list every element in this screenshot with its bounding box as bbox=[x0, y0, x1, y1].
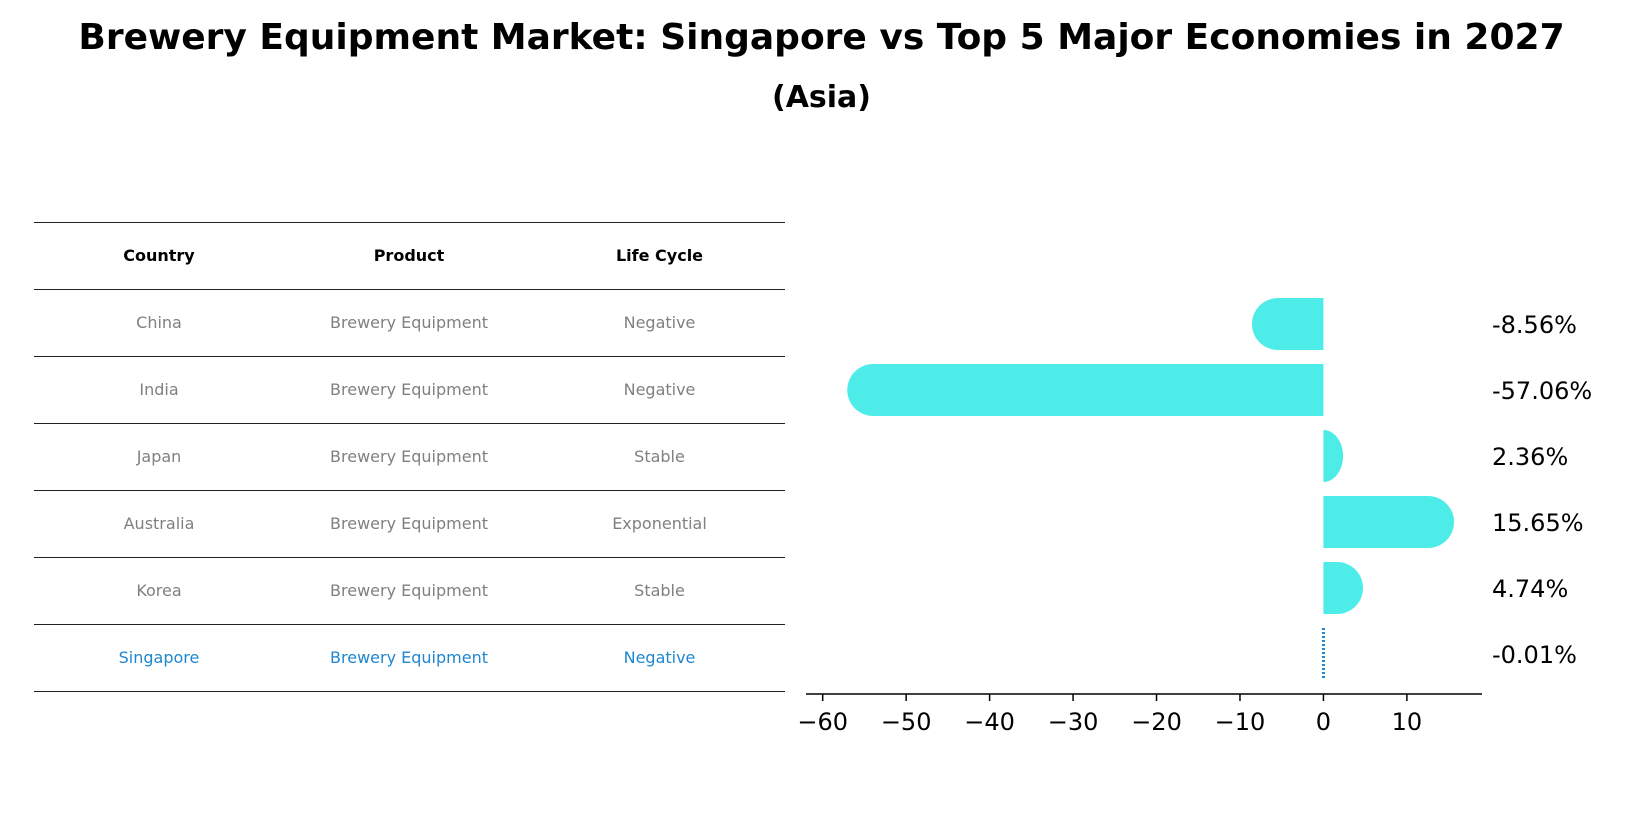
x-tick-label: −10 bbox=[1215, 708, 1266, 736]
table-row: Korea Brewery Equipment Stable bbox=[34, 558, 785, 625]
cell-country: Singapore bbox=[118, 648, 200, 667]
cell-product: Brewery Equipment bbox=[330, 648, 488, 667]
value-label-australia: 15.65% bbox=[1492, 509, 1584, 537]
bar-korea bbox=[1323, 562, 1363, 614]
cell-country: China bbox=[136, 313, 182, 332]
x-tick-label: −40 bbox=[964, 708, 1015, 736]
cell-life-cycle: Exponential bbox=[612, 514, 707, 533]
bar-india bbox=[847, 364, 1324, 416]
table-row: Japan Brewery Equipment Stable bbox=[34, 424, 785, 491]
cell-product: Brewery Equipment bbox=[330, 313, 488, 332]
value-label-china: -8.56% bbox=[1492, 311, 1577, 339]
header-life-cycle: Life Cycle bbox=[615, 246, 704, 265]
value-label-india: -57.06% bbox=[1492, 377, 1592, 405]
bar-australia bbox=[1323, 496, 1455, 548]
x-tick-label: −60 bbox=[797, 708, 848, 736]
value-label-korea: 4.74% bbox=[1492, 575, 1568, 603]
cell-life-cycle: Negative bbox=[623, 313, 696, 332]
table-row: India Brewery Equipment Negative bbox=[34, 357, 785, 424]
value-label-japan: 2.36% bbox=[1492, 443, 1568, 471]
table-row: China Brewery Equipment Negative bbox=[34, 290, 785, 357]
x-tick-label: 10 bbox=[1392, 708, 1423, 736]
chart-title: Brewery Equipment Market: Singapore vs T… bbox=[78, 17, 1565, 58]
table-row-highlighted: Singapore Brewery Equipment Negative bbox=[34, 625, 785, 692]
cell-country: India bbox=[139, 380, 179, 399]
x-tick-label: −20 bbox=[1131, 708, 1182, 736]
table-row: Australia Brewery Equipment Exponential bbox=[34, 491, 785, 558]
header-country: Country bbox=[123, 246, 195, 265]
cell-life-cycle: Stable bbox=[634, 581, 685, 600]
bar-china bbox=[1251, 298, 1324, 350]
cell-country: Korea bbox=[136, 581, 182, 600]
x-tick-label: −50 bbox=[881, 708, 932, 736]
cell-life-cycle: Negative bbox=[623, 648, 696, 667]
cell-product: Brewery Equipment bbox=[330, 447, 488, 466]
chart-subtitle: (Asia) bbox=[771, 80, 872, 115]
cell-life-cycle: Negative bbox=[623, 380, 696, 399]
x-tick-label: −30 bbox=[1048, 708, 1099, 736]
cell-product: Brewery Equipment bbox=[330, 514, 488, 533]
data-table: Country Product Life Cycle China Brewery… bbox=[34, 222, 785, 692]
cell-country: Australia bbox=[123, 514, 195, 533]
cell-product: Brewery Equipment bbox=[330, 380, 488, 399]
cell-country: Japan bbox=[136, 447, 182, 466]
header-product: Product bbox=[373, 246, 445, 265]
cell-life-cycle: Stable bbox=[634, 447, 685, 466]
x-tick-label: 0 bbox=[1316, 708, 1331, 736]
bar-japan bbox=[1323, 430, 1344, 482]
cell-product: Brewery Equipment bbox=[330, 581, 488, 600]
value-label-singapore: -0.01% bbox=[1492, 641, 1577, 669]
table-header-row: Country Product Life Cycle bbox=[34, 222, 785, 290]
